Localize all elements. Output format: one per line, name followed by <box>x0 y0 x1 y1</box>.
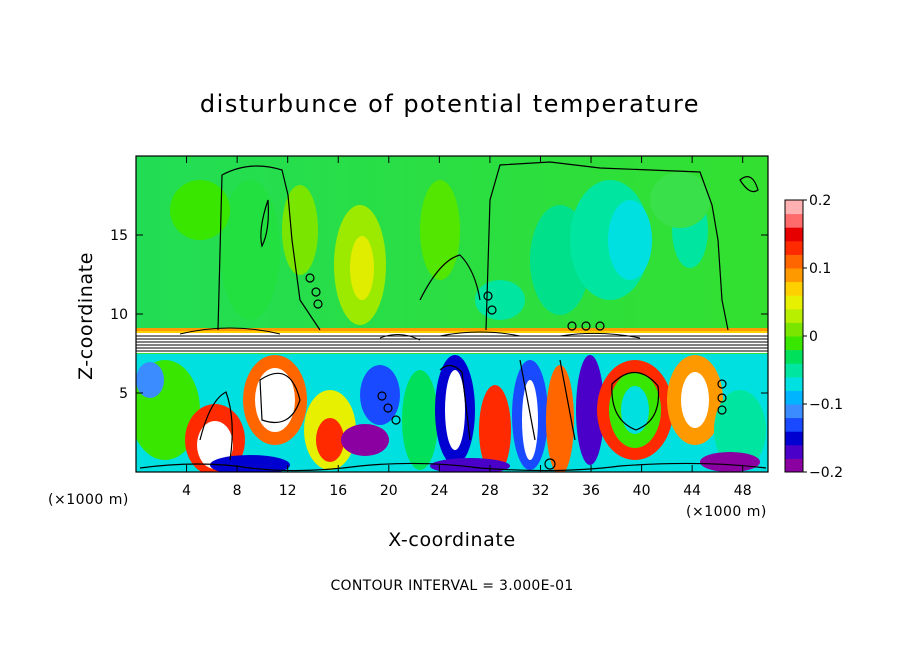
x-axis: 4 8 12 16 20 24 28 32 36 40 44 48 <box>182 156 752 499</box>
y-tick-label: 15 <box>110 228 128 244</box>
colorbar-swatch <box>785 431 803 446</box>
x-axis-label: X-coordinate <box>388 529 515 551</box>
colorbar-swatch <box>785 363 803 378</box>
x-tick-label: 28 <box>481 483 499 499</box>
colorbar-swatch <box>785 240 803 255</box>
colorbar-swatch <box>785 349 803 364</box>
colorbar-tick-label: 0.2 <box>809 193 831 209</box>
colorbar-swatch <box>785 336 803 351</box>
colorbar-swatch <box>785 404 803 419</box>
colorbar-swatch <box>785 268 803 283</box>
y-axis-label: Z-coordinate <box>75 252 97 380</box>
x-tick-label: 36 <box>582 483 600 499</box>
x-tick-label: 16 <box>329 483 347 499</box>
colorbar-swatch <box>785 322 803 337</box>
chart-title: disturbunce of potential temperature <box>200 90 700 118</box>
colorbar-swatch <box>785 227 803 242</box>
colorbar-swatch <box>785 213 803 228</box>
x-tick-label: 48 <box>734 483 752 499</box>
colorbar-swatch <box>785 458 803 473</box>
colorbar-tick-label: −0.1 <box>809 397 843 413</box>
colorbar-tick-label: 0 <box>809 329 818 345</box>
y-axis: 5 10 15 <box>110 228 768 402</box>
x-tick-label: 12 <box>279 483 297 499</box>
colorbar-swatch <box>785 390 803 405</box>
y-tick-label: 5 <box>119 386 128 402</box>
x-tick-label: 20 <box>380 483 398 499</box>
x-tick-label: 32 <box>532 483 550 499</box>
colorbar-swatch <box>785 254 803 269</box>
colorbar-swatch <box>785 295 803 310</box>
contour-interval-note: CONTOUR INTERVAL = 3.000E-01 <box>330 578 573 594</box>
x-tick-label: 44 <box>683 483 701 499</box>
colorbar-swatch <box>785 444 803 459</box>
colorbar-swatch <box>785 417 803 432</box>
colorbar-swatch <box>785 308 803 323</box>
x-tick-label: 40 <box>633 483 651 499</box>
x-axis-unit-right: (×1000 m) <box>686 504 767 520</box>
colorbar: 0.2 0.1 0 −0.1 −0.2 <box>784 193 843 481</box>
heatmap-field <box>136 156 768 472</box>
colorbar-tick-label: 0.1 <box>809 261 831 277</box>
colorbar-swatch <box>785 200 803 215</box>
x-tick-label: 24 <box>430 483 448 499</box>
x-tick-label: 4 <box>182 483 191 499</box>
y-tick-label: 10 <box>110 307 128 323</box>
colorbar-swatch <box>785 281 803 296</box>
colorbar-swatch <box>785 376 803 391</box>
x-axis-unit-left: (×1000 m) <box>48 492 129 508</box>
x-tick-label: 8 <box>233 483 242 499</box>
colorbar-tick-label: −0.2 <box>809 465 843 481</box>
